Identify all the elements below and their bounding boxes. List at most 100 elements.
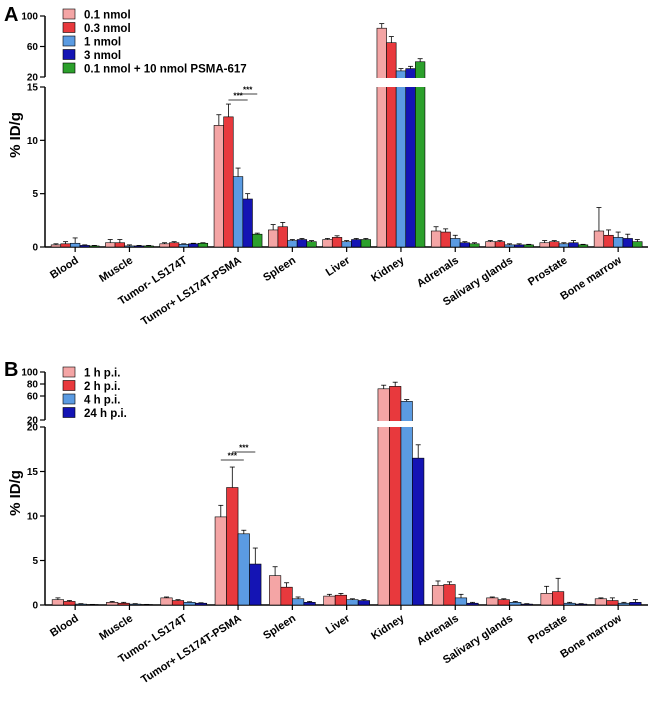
- bar: [322, 239, 333, 248]
- bar: [159, 243, 170, 248]
- bar: [594, 598, 607, 606]
- bar: [454, 597, 468, 606]
- panel-b-ylabel: % ID/g: [7, 470, 24, 516]
- x-tick-label: Kidney: [369, 254, 407, 285]
- legend-swatch: [62, 8, 76, 20]
- bar: [268, 229, 279, 248]
- significance-label: ***: [228, 452, 238, 461]
- bar: [269, 575, 282, 606]
- x-tick-label: Kidney: [369, 612, 407, 643]
- x-tick-label: Spleen: [261, 254, 298, 284]
- bar: [405, 68, 416, 248]
- y-tick-label-lower: 10: [27, 512, 39, 523]
- x-tick-label: Liver: [324, 612, 353, 637]
- bar: [214, 516, 227, 606]
- bar: [514, 244, 525, 248]
- legend-swatch: [62, 380, 76, 391]
- bar: [509, 602, 522, 606]
- bar: [603, 234, 614, 248]
- bar: [213, 125, 224, 248]
- x-tick-label: Bone marrow: [558, 612, 624, 661]
- bar: [395, 70, 407, 248]
- legend-label: 4 h p.i.: [84, 395, 120, 407]
- bar: [197, 242, 209, 248]
- legend-swatch: [62, 62, 76, 74]
- legend-label: 24 h p.i.: [84, 408, 127, 420]
- bar: [183, 602, 196, 606]
- bar: [497, 599, 510, 606]
- x-tick-label: Tumor+ LS174T-PSMA: [139, 254, 244, 328]
- y-tick-label-upper: 20: [27, 416, 39, 427]
- y-tick-label-lower: 0: [32, 243, 38, 254]
- x-tick-label: Adrenals: [415, 254, 461, 290]
- bar: [106, 602, 119, 606]
- y-tick-label-lower: 20: [27, 423, 39, 434]
- x-tick-label: Prostate: [526, 254, 569, 288]
- x-tick-label: Blood: [48, 612, 81, 639]
- bar: [466, 602, 479, 606]
- bar: [430, 230, 442, 248]
- significance-label: ***: [243, 86, 253, 95]
- legend-label: 1 h p.i.: [84, 368, 120, 380]
- bar: [188, 243, 199, 248]
- y-tick-label-upper: 100: [21, 12, 38, 23]
- bar: [50, 244, 62, 248]
- legend-swatch: [62, 393, 76, 405]
- legend-swatch: [62, 49, 76, 60]
- x-tick-label: Adrenals: [415, 612, 461, 648]
- bar: [287, 240, 298, 248]
- bar: [629, 602, 642, 606]
- bar: [568, 242, 579, 248]
- legend-swatch: [62, 22, 76, 33]
- axis-break-gap: [375, 421, 426, 427]
- y-tick-label-lower: 15: [27, 83, 39, 94]
- bar: [549, 241, 560, 248]
- bar: [486, 597, 499, 606]
- bar: [171, 600, 185, 606]
- bar: [280, 586, 293, 606]
- x-tick-label: Liver: [324, 254, 353, 279]
- x-tick-label: Bone marrow: [558, 254, 624, 303]
- bar: [105, 242, 116, 248]
- bar: [143, 245, 154, 248]
- bar: [376, 27, 387, 248]
- bar: [334, 594, 347, 606]
- legend-swatch: [62, 366, 76, 378]
- bar: [469, 243, 480, 248]
- bar: [133, 245, 145, 248]
- bar: [351, 239, 362, 248]
- bar: [575, 603, 588, 606]
- bar: [249, 563, 262, 606]
- bar: [400, 401, 413, 606]
- bar: [226, 487, 239, 606]
- bar: [412, 457, 425, 606]
- bar: [341, 241, 352, 248]
- legend-label: 0.1 nmol + 10 nmol PSMA-617: [84, 64, 247, 76]
- bar: [494, 241, 506, 248]
- bar: [622, 238, 633, 248]
- bar: [617, 602, 630, 606]
- bar: [346, 599, 359, 606]
- bar: [577, 244, 589, 248]
- legend-label: 1 nmol: [84, 37, 121, 49]
- bar: [450, 238, 461, 248]
- legend-label: 2 h p.i.: [84, 381, 120, 393]
- bar: [129, 603, 142, 606]
- bar: [331, 237, 343, 248]
- x-tick-label: Muscle: [97, 254, 135, 284]
- y-tick-label-lower: 15: [27, 467, 39, 478]
- bar: [323, 595, 336, 606]
- bar: [360, 239, 371, 248]
- bar: [306, 241, 317, 248]
- bar: [440, 231, 451, 248]
- bar: [79, 245, 90, 248]
- panel-b-letter: B: [4, 359, 18, 381]
- y-tick-label-lower: 5: [32, 189, 38, 200]
- x-tick-label: Tumor+ LS174T-PSMA: [139, 612, 244, 686]
- bar: [223, 116, 234, 248]
- x-tick-label: Muscle: [97, 612, 135, 642]
- bar: [485, 241, 496, 248]
- bar: [357, 600, 370, 606]
